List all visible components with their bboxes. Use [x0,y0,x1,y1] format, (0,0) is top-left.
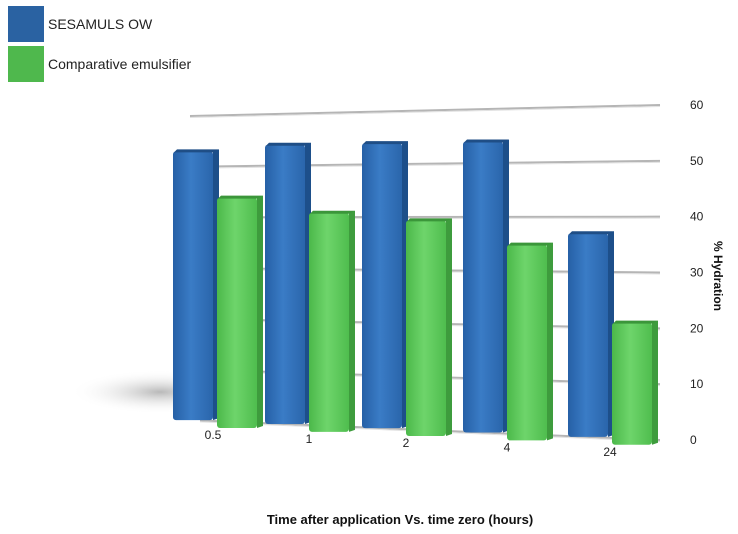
bar [507,244,547,441]
x-tick-label: 1 [306,432,313,446]
bar-top [363,141,408,145]
bar-side [446,218,452,437]
legend-item-sesamuls: SESAMULS OW [8,4,191,44]
bar-top [508,242,553,246]
legend: SESAMULS OW Comparative emulsifier [8,4,191,84]
y-tick-label: 60 [690,98,704,112]
y-tick-label: 0 [690,433,697,447]
legend-swatch-comparative [8,46,44,82]
legend-label: SESAMULS OW [48,16,153,32]
bar-side [547,242,553,441]
bar-side [652,320,658,445]
bar-side [349,210,355,432]
y-tick-label: 10 [690,377,704,391]
bar [568,233,608,437]
bar [406,220,446,437]
bar [612,322,652,445]
bar-top [266,142,311,146]
y-tick-label: 20 [690,321,704,335]
y-tick-label: 30 [690,266,704,280]
legend-swatch-sesamuls [8,6,44,42]
x-tick-label: 2 [403,436,410,450]
bar-top [218,195,263,199]
bar [217,197,257,428]
bar [265,144,305,425]
bar-top [613,320,658,324]
x-tick-label: 0.5 [205,428,222,442]
legend-item-comparative: Comparative emulsifier [8,44,191,84]
bar [362,143,402,429]
bar [173,151,213,421]
x-tick-label: 24 [603,445,617,459]
y-tick-label: 40 [690,210,704,224]
bar-top [407,218,452,222]
bar-top [174,149,219,153]
x-axis-label: Time after application Vs. time zero (ho… [266,512,534,527]
bar-side [257,195,263,428]
bar [309,212,349,432]
bar [463,141,503,433]
x-tick-label: 4 [504,440,511,454]
y-axis-label: % Hydration [711,240,725,312]
bar-top [310,210,355,214]
legend-label: Comparative emulsifier [48,56,192,72]
y-tick-label: 50 [690,154,704,168]
gridline [189,104,661,117]
gridline-shade [189,106,661,118]
bar-top [569,231,614,235]
bar-top [464,139,509,143]
